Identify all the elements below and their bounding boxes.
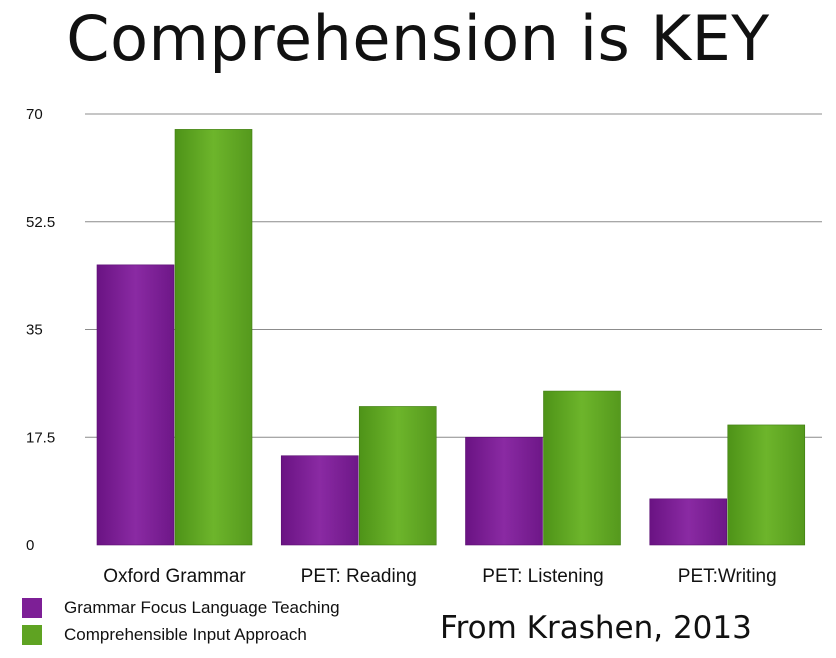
legend-label-comprehensible: Comprehensible Input Approach bbox=[64, 625, 307, 644]
legend-swatch-comprehensible bbox=[22, 625, 42, 645]
bar bbox=[96, 264, 175, 546]
legend-swatch-grammar bbox=[22, 598, 42, 618]
y-tick-label: 35 bbox=[26, 322, 43, 339]
x-tick-label: Oxford Grammar bbox=[103, 566, 246, 587]
x-tick-label: PET:Writing bbox=[678, 566, 777, 587]
legend-item-grammar: Grammar Focus Language Teaching bbox=[22, 598, 340, 618]
bars bbox=[96, 129, 806, 546]
legend-label-grammar: Grammar Focus Language Teaching bbox=[64, 598, 340, 617]
y-tick-label: 0 bbox=[26, 537, 34, 554]
y-tick-label: 70 bbox=[26, 106, 43, 123]
x-tick-label: PET: Listening bbox=[482, 566, 603, 587]
bar bbox=[543, 390, 621, 546]
source-credit: From Krashen, 2013 bbox=[440, 610, 752, 646]
bar bbox=[280, 455, 359, 546]
chart-title: Comprehension is KEY bbox=[66, 2, 770, 75]
x-tick-label: PET: Reading bbox=[301, 566, 417, 587]
bar bbox=[465, 436, 543, 546]
bar bbox=[649, 498, 728, 546]
legend-item-comprehensible: Comprehensible Input Approach bbox=[22, 625, 307, 645]
bar bbox=[174, 129, 253, 546]
bar-chart: 0 17.5 35 52.5 70 Oxford Grammar PET: Reading P… bbox=[26, 106, 822, 587]
axis-labels: 0 17.5 35 52.5 70 Oxford Grammar PET: Reading P… bbox=[26, 106, 777, 587]
bar bbox=[727, 424, 806, 546]
bar bbox=[358, 406, 437, 546]
y-tick-label: 52.5 bbox=[26, 214, 55, 231]
y-tick-label: 17.5 bbox=[26, 429, 55, 446]
